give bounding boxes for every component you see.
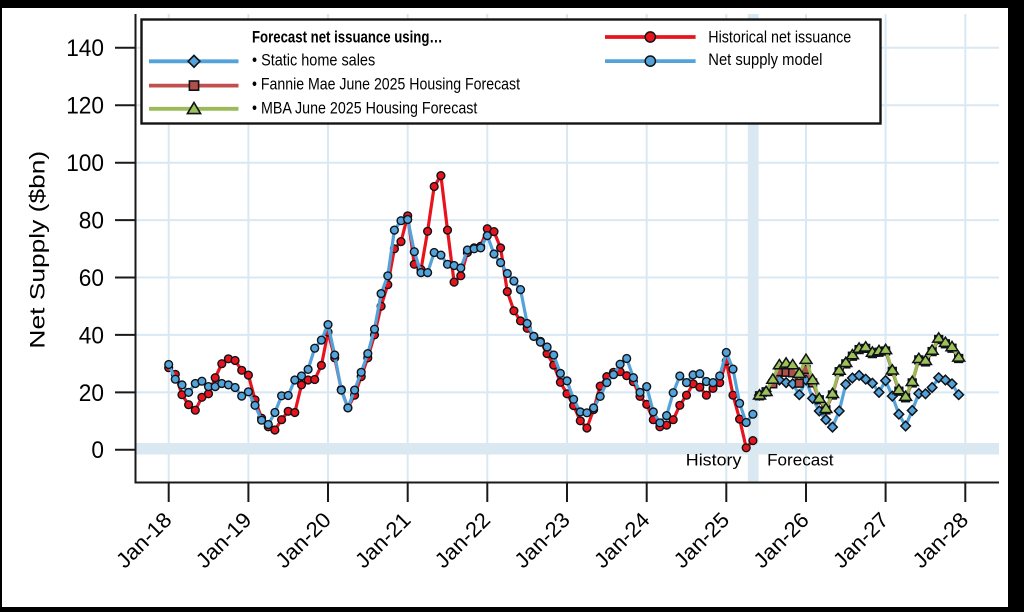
svg-text:120: 120	[66, 93, 104, 120]
svg-text:Net Supply ($bn): Net Supply ($bn)	[27, 151, 50, 349]
svg-text:40: 40	[79, 322, 104, 349]
svg-text:Historical net issuance: Historical net issuance	[708, 28, 851, 46]
svg-text:20: 20	[79, 380, 104, 407]
svg-text:History: History	[686, 452, 742, 470]
svg-text:Forecast: Forecast	[767, 452, 834, 470]
svg-text:• Fannie Mae June 2025 Housing: • Fannie Mae June 2025 Housing Forecast	[252, 76, 520, 94]
svg-text:Forecast net issuance using…: Forecast net issuance using…	[252, 28, 443, 46]
svg-text:140: 140	[66, 35, 104, 62]
svg-text:80: 80	[79, 208, 104, 235]
svg-text:• MBA June 2025 Housing Foreca: • MBA June 2025 Housing Forecast	[252, 100, 478, 118]
svg-text:60: 60	[79, 265, 104, 292]
svg-text:100: 100	[66, 150, 104, 177]
svg-text:Net supply model: Net supply model	[708, 51, 822, 69]
svg-text:0: 0	[91, 437, 104, 464]
svg-text:• Static home sales: • Static home sales	[252, 51, 375, 69]
